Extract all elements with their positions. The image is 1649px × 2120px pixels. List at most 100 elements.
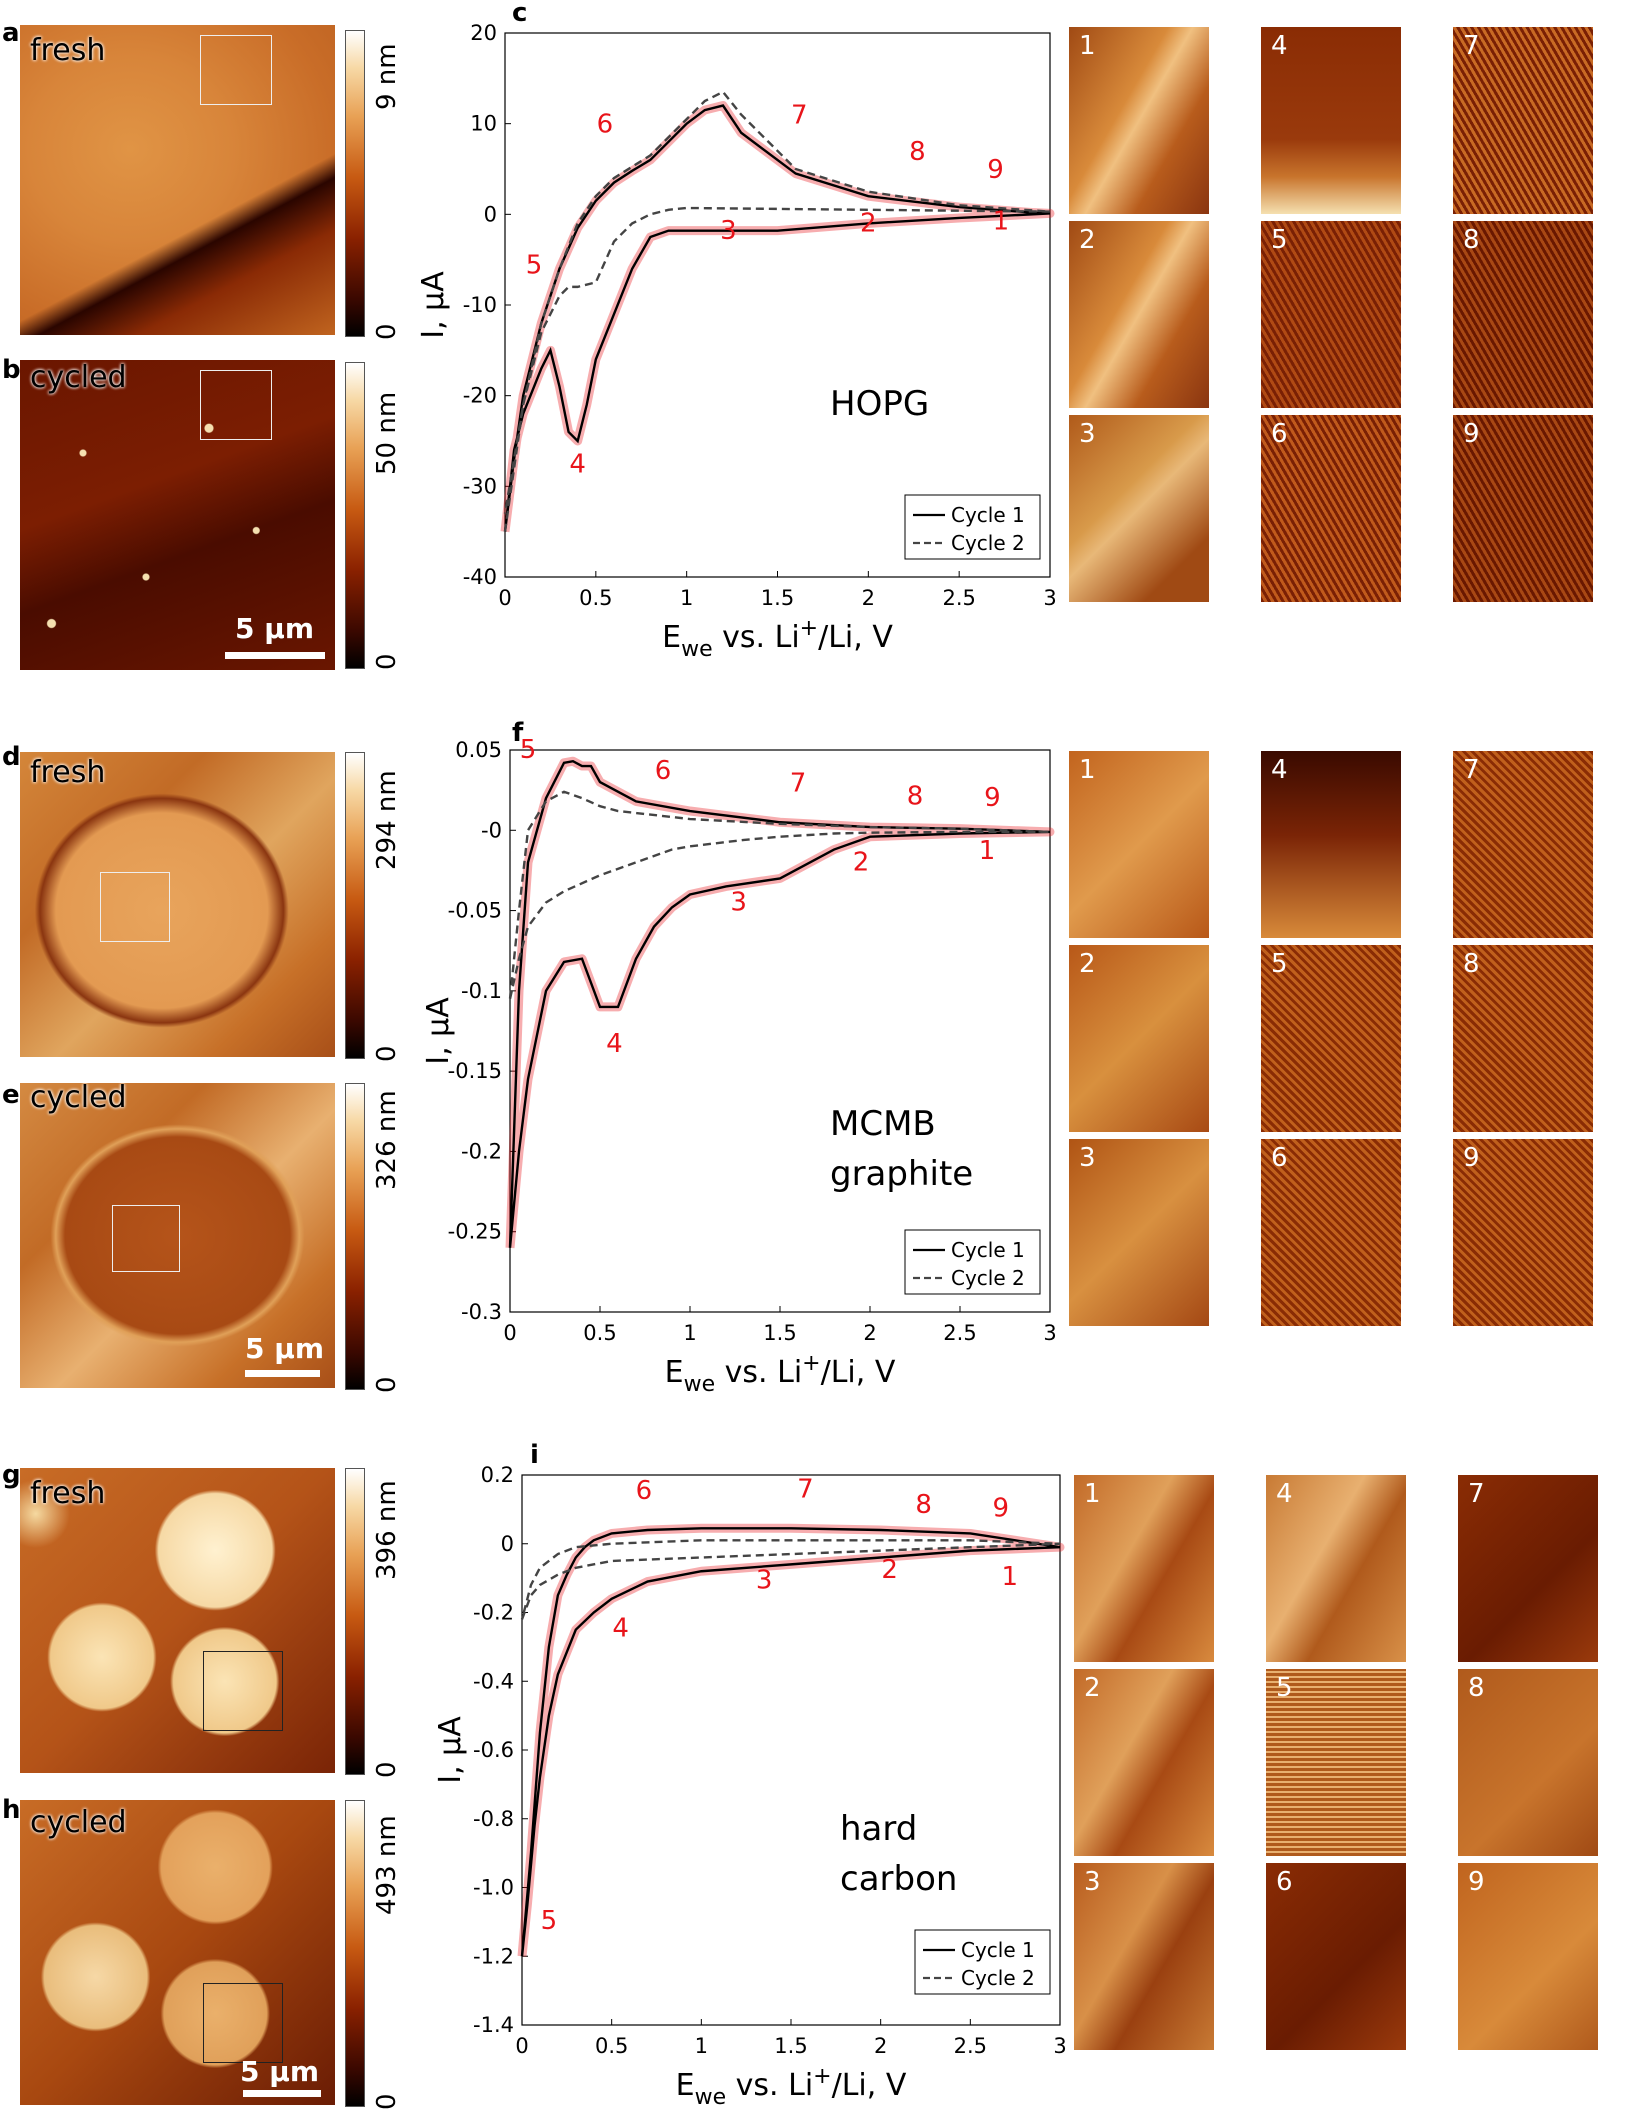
colorbar-min-d: 0 (372, 1045, 402, 1062)
y-tick-label: -20 (463, 384, 497, 408)
afm-tile-c-8: 8 (1453, 221, 1593, 408)
tile-number: 5 (1276, 1673, 1293, 1703)
chart-c: 0 0.5 1 1.5 2 2.5 3 -40 -30 -20 -10 0 10 20 Ewe vs. Li… (420, 21, 1057, 662)
colorbar-b (345, 362, 365, 669)
tile-number: 3 (1084, 1867, 1101, 1897)
scale-label-h: 5 µm (240, 2055, 320, 2088)
colorbar-g (345, 1468, 365, 1775)
x-axis-label-part: /Li, V (832, 2068, 907, 2103)
y-axis-label: I, µA (420, 271, 451, 339)
tile-number: 3 (1079, 1143, 1096, 1173)
marker-label-4: 4 (569, 450, 586, 480)
y-tick-label: 0.05 (455, 738, 502, 762)
panel-letter-c: c (512, 0, 528, 28)
scale-bar-b (225, 652, 325, 659)
y-tick-label: -0.8 (473, 1807, 514, 1831)
roi-box-a (200, 35, 272, 105)
x-tick-label: 2.5 (954, 2034, 987, 2058)
afm-label-a: fresh (30, 33, 106, 68)
tile-number: 9 (1463, 1143, 1480, 1173)
legend-label-1: Cycle 1 (961, 1938, 1035, 1962)
colorbar-e (345, 1083, 365, 1390)
marker-label-1: 1 (993, 207, 1010, 237)
tile-number: 9 (1463, 419, 1480, 449)
x-tick-label: 1.5 (763, 1321, 796, 1345)
x-axis-label-part: + (802, 1351, 820, 1376)
marker-label-7: 7 (790, 769, 807, 799)
marker-label-5: 5 (526, 250, 543, 280)
marker-label-8: 8 (915, 1490, 932, 1520)
series-line-2 (520, 1539, 1061, 1620)
envelope-0 (517, 1523, 1065, 1957)
y-tick-label: -1.4 (473, 2013, 514, 2037)
scale-bar-e (245, 1370, 320, 1377)
marker-label-8: 8 (907, 782, 924, 812)
x-tick-label: 2 (863, 1321, 876, 1345)
y-tick-label: -0.2 (461, 1139, 502, 1163)
tile-number: 2 (1079, 225, 1096, 255)
tile-number: 9 (1468, 1867, 1485, 1897)
marker-label-3: 3 (756, 1565, 773, 1595)
afm-image-d (20, 752, 335, 1057)
tile-number: 6 (1271, 1143, 1288, 1173)
x-tick-label: 0 (503, 1321, 516, 1345)
panel-letter-h: h (2, 1795, 21, 1825)
colorbar-min-g: 0 (372, 1761, 402, 1778)
scale-label-b: 5 µm (235, 612, 315, 645)
sample-name-line2: graphite (830, 1154, 973, 1194)
legend-box (904, 1229, 1041, 1295)
x-axis-label-part: E (665, 1355, 684, 1390)
roi-box-h (203, 1983, 283, 2063)
x-tick-label: 0 (515, 2034, 528, 2058)
afm-tile-i-5: 5 (1266, 1669, 1406, 1856)
afm-tile-c-3: 3 (1069, 415, 1209, 602)
x-axis-label: Ewe vs. Li+/Li, V (665, 1351, 896, 1397)
afm-tile-c-5: 5 (1261, 221, 1401, 408)
tile-number: 7 (1468, 1479, 1485, 1509)
afm-tile-f-2: 2 (1069, 945, 1209, 1132)
x-axis-label-part: vs. Li (713, 620, 800, 655)
x-axis-label-part: we (681, 637, 713, 662)
marker-label-6: 6 (655, 756, 672, 786)
marker-label-2: 2 (860, 209, 877, 239)
x-axis-label: Ewe vs. Li+/Li, V (662, 616, 893, 662)
afm-tile-f-6: 6 (1261, 1139, 1401, 1326)
roi-box-g (203, 1651, 283, 1731)
marker-label-4: 4 (606, 1029, 623, 1059)
x-axis-label-part: E (676, 2068, 695, 2103)
tile-number: 4 (1271, 31, 1288, 61)
sample-name-line2: carbon (840, 1859, 957, 1899)
marker-label-3: 3 (720, 216, 737, 246)
y-tick-label: 0 (501, 1532, 514, 1556)
afm-tile-i-2: 2 (1074, 1669, 1214, 1856)
tile-number: 6 (1271, 419, 1288, 449)
roi-box-d (100, 872, 170, 942)
x-axis-label-part: we (695, 2085, 727, 2110)
tile-number: 8 (1468, 1673, 1485, 1703)
marker-label-7: 7 (791, 101, 808, 131)
tile-number: 1 (1079, 755, 1096, 785)
series-line-2 (503, 90, 1051, 532)
series-line-1 (503, 104, 1051, 532)
colorbar-max-h: 493 nm (372, 1815, 402, 1915)
afm-tile-f-4: 4 (1261, 751, 1401, 938)
scale-bar-h (243, 2090, 321, 2097)
marker-label-1: 1 (979, 836, 996, 866)
x-tick-label: 3 (1043, 1321, 1056, 1345)
x-tick-label: 0.5 (595, 2034, 628, 2058)
marker-label-8: 8 (909, 137, 926, 167)
panel-letter-i: i (530, 1440, 539, 1470)
afm-tile-f-5: 5 (1261, 945, 1401, 1132)
afm-tile-i-6: 6 (1266, 1863, 1406, 2050)
colorbar-min-h: 0 (372, 2093, 402, 2110)
tile-number: 3 (1079, 419, 1096, 449)
marker-label-3: 3 (730, 888, 747, 918)
afm-tile-c-6: 6 (1261, 415, 1401, 602)
panel-letter-f: f (512, 718, 524, 748)
x-axis-label-part: vs. Li (726, 2068, 813, 2103)
y-tick-label: -10 (463, 293, 497, 317)
y-tick-label: 20 (470, 21, 497, 45)
afm-label-g: fresh (30, 1476, 106, 1511)
afm-tile-i-3: 3 (1074, 1863, 1214, 2050)
x-axis-label-part: /Li, V (821, 1355, 896, 1390)
